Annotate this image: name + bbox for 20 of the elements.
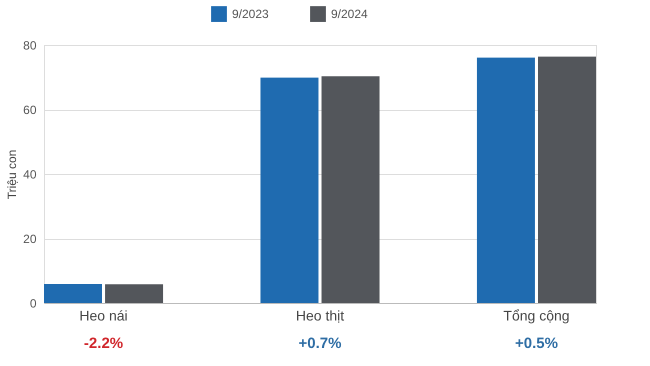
legend-label: 9/2024 [331, 7, 368, 22]
bar [476, 58, 535, 303]
y-tick-label: 40 [23, 168, 37, 182]
x-tick-label: Tổng cộng [503, 308, 570, 324]
text: -2.2% [84, 335, 124, 352]
y-axis-title: Triệu con [5, 150, 20, 200]
y-tick-label: 60 [23, 103, 37, 117]
bar [260, 78, 318, 303]
y-tick-label: 80 [23, 38, 37, 52]
bar [322, 76, 380, 303]
text: +0.5% [514, 335, 558, 352]
legend-label: 9/2023 [232, 7, 270, 22]
bar [538, 56, 596, 303]
bar [105, 284, 164, 303]
y-tick-label: 0 [30, 296, 37, 310]
text: +0.7% [298, 335, 342, 352]
y-tick-label: 20 [23, 232, 37, 246]
x-tick-label: Heo nái [79, 308, 128, 324]
x-tick-label: Heo thịt [296, 308, 344, 324]
bar [44, 284, 102, 303]
